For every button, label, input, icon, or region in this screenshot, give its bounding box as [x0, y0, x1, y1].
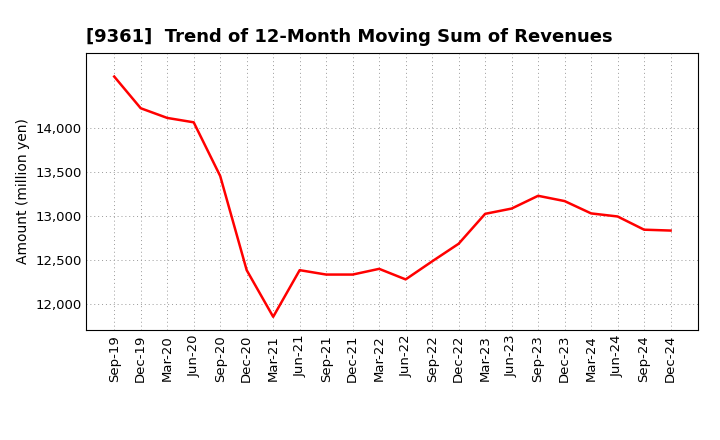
Text: [9361]  Trend of 12-Month Moving Sum of Revenues: [9361] Trend of 12-Month Moving Sum of R… — [86, 28, 613, 46]
Y-axis label: Amount (million yen): Amount (million yen) — [16, 118, 30, 264]
